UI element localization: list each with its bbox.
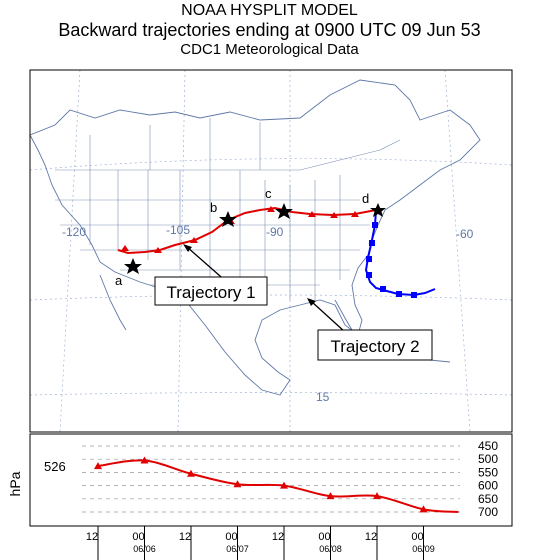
lon-label-105: -105 [166, 223, 190, 237]
pressure-tick-label: 650 [478, 492, 498, 506]
profile-marker [419, 505, 428, 513]
profile-marker [233, 480, 242, 488]
profile-marker [187, 469, 195, 477]
trajectory-1-marker [330, 212, 338, 218]
lon-label-90: -90 [266, 225, 284, 239]
callout-trajectory-2-label: Trajectory 2 [330, 337, 419, 356]
profile-marker [280, 481, 288, 489]
lon-label-60: -60 [456, 227, 474, 241]
trajectory-1-marker [190, 237, 198, 243]
model-name: NOAA HYSPLIT MODEL [181, 2, 358, 19]
callout-trajectory-1-label: Trajectory 1 [166, 283, 255, 302]
profile-marker [140, 456, 149, 464]
profile-gridlines [82, 445, 460, 513]
pressure-tick-label: 500 [478, 452, 498, 466]
callout-1-arrowhead [183, 244, 192, 252]
time-tick-label: 00 [411, 531, 423, 543]
point-label-d: d [362, 191, 369, 206]
pressure-tick-label: 600 [478, 479, 498, 493]
date-label: 06/06 [133, 544, 156, 554]
star-b [219, 211, 237, 227]
map-subtitle: CDC1 Meteorological Data [180, 41, 359, 58]
map-frame [29, 69, 513, 433]
point-label-b: b [210, 200, 217, 215]
time-tick-label: 00 [225, 531, 237, 543]
trajectory-2-marker [372, 222, 378, 228]
trajectory-2 [364, 209, 436, 298]
trajectory-1-marker [308, 211, 316, 217]
map-title: Backward trajectories ending at 0900 UTC… [58, 20, 481, 40]
trajectory-2-marker [396, 291, 402, 297]
trajectory-1-marker [154, 247, 162, 253]
time-tick-label: 12 [272, 531, 284, 543]
time-tick-label: 12 [365, 531, 377, 543]
pressure-tick-label: 700 [478, 505, 498, 519]
time-tick-label: 12 [179, 531, 191, 543]
callout-2-arrowhead [307, 298, 316, 306]
profile-ylabel: hPa [7, 471, 23, 496]
trajectory-1-marker [121, 245, 129, 251]
point-label-a: a [115, 273, 123, 288]
trajectory-1-marker [351, 211, 359, 217]
profile-start-value: 526 [44, 459, 66, 474]
star-a [124, 258, 142, 274]
pressure-tick-label: 450 [478, 439, 498, 453]
trajectory-2-marker [411, 292, 417, 298]
point-label-c: c [265, 186, 272, 201]
political-borders [55, 118, 401, 300]
date-label: 06/09 [412, 544, 435, 554]
trajectory-1 [117, 206, 377, 255]
time-tick-label: 12 [86, 531, 98, 543]
trajectory-2-marker [380, 286, 386, 292]
lon-label-120: -120 [62, 225, 86, 239]
time-tick-label: 00 [132, 531, 144, 543]
profile-marker [94, 462, 102, 470]
pressure-tick-label: 550 [478, 465, 498, 479]
trajectory-2-marker [369, 240, 375, 246]
profile-marker [326, 492, 335, 500]
profile-marker [373, 492, 381, 500]
lat-label-15: 15 [316, 390, 330, 404]
time-tick-label: 00 [318, 531, 330, 543]
star-d [370, 203, 386, 217]
trajectory-1-marker [267, 206, 275, 212]
callout-2-arrow [311, 301, 346, 333]
trajectory-2-marker [366, 272, 372, 278]
star-c [275, 203, 293, 219]
callout-trajectory-2: Trajectory 2 [317, 329, 433, 361]
trajectory-2-marker [366, 256, 372, 262]
callout-trajectory-1: Trajectory 1 [154, 276, 268, 306]
map-panel [30, 70, 512, 432]
date-label: 06/07 [226, 544, 249, 554]
date-label: 06/08 [319, 544, 342, 554]
